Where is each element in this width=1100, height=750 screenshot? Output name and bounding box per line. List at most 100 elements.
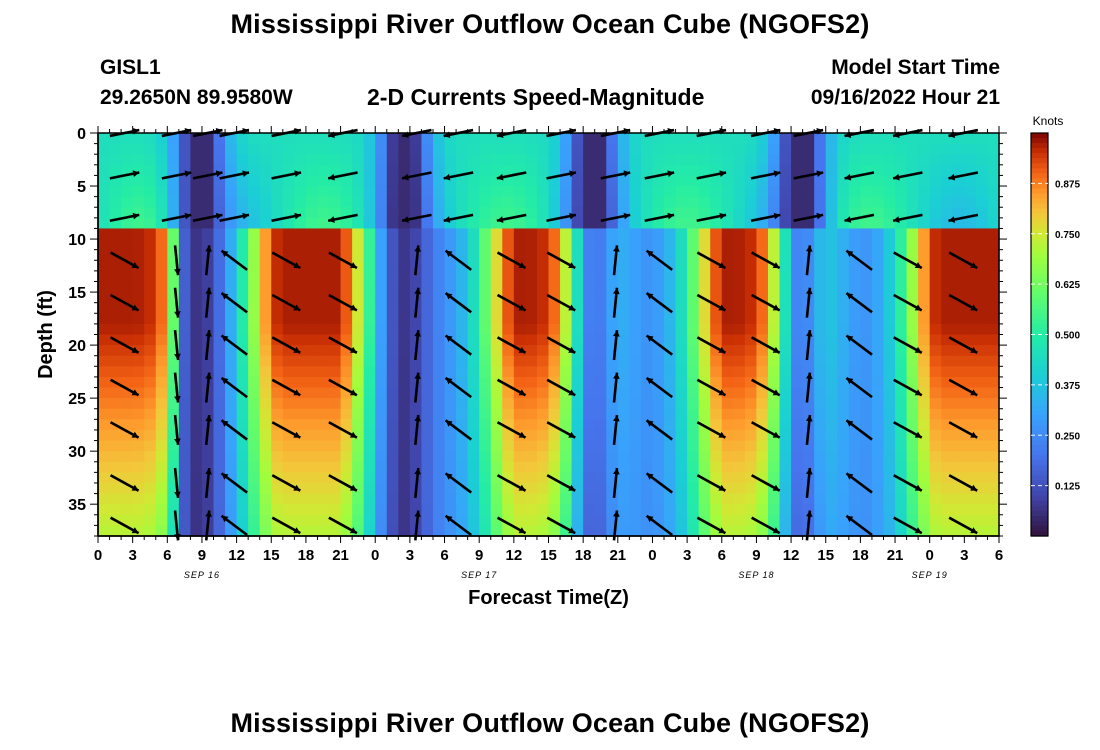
heatmap-cell <box>305 493 319 505</box>
heatmap-cell <box>375 504 388 516</box>
heatmap-cell <box>583 260 596 272</box>
heatmap-cell <box>941 398 954 410</box>
heatmap-cell <box>814 239 827 251</box>
heatmap-cell <box>964 313 977 325</box>
heatmap-cell <box>848 408 861 420</box>
heatmap-cell <box>363 164 376 177</box>
heatmap-cell <box>975 366 989 378</box>
x-tick-label: 3 <box>128 547 136 564</box>
heatmap-cell <box>871 366 885 378</box>
heatmap-cell <box>144 196 157 208</box>
heatmap-cell <box>294 292 307 304</box>
heatmap-cell <box>329 482 342 495</box>
current-vector <box>173 287 181 318</box>
heatmap-cell <box>767 493 781 505</box>
heatmap-cell <box>756 482 769 495</box>
heatmap-cell <box>536 260 550 272</box>
heatmap-cell <box>721 143 734 155</box>
heatmap-cell <box>652 249 665 261</box>
heatmap-cell <box>640 323 654 336</box>
colorbar-swatch <box>1031 480 1048 487</box>
heatmap-cell <box>363 514 376 526</box>
heatmap-cell <box>987 196 1000 208</box>
heatmap-cell <box>571 440 584 452</box>
heatmap-cell <box>329 387 342 399</box>
heatmap-cell <box>848 525 861 537</box>
heatmap-cell <box>375 334 388 346</box>
heatmap-cell <box>814 217 827 230</box>
heatmap-cell <box>190 228 203 240</box>
heatmap-cell <box>259 525 272 537</box>
heatmap-cell <box>248 186 261 198</box>
heatmap-cell <box>479 217 492 230</box>
heatmap-cell <box>744 228 758 240</box>
heatmap-cell <box>444 133 457 145</box>
heatmap-cell <box>571 355 584 367</box>
heatmap-cell <box>121 514 134 526</box>
heatmap-cell <box>317 334 330 346</box>
heatmap-cell <box>479 440 492 452</box>
heatmap-cell <box>271 366 284 378</box>
heatmap-cell <box>687 451 700 463</box>
heatmap-cell <box>594 281 607 293</box>
current-vector <box>750 212 781 223</box>
heatmap-cell <box>733 196 746 208</box>
heatmap-cell <box>525 376 538 389</box>
heatmap-cell <box>964 461 977 473</box>
heatmap-cell <box>675 249 688 261</box>
heatmap-cell <box>294 186 307 198</box>
heatmap-cell <box>155 525 168 537</box>
current-vector <box>805 245 813 276</box>
heatmap-cell <box>432 408 446 420</box>
heatmap-cell <box>352 419 365 431</box>
heatmap-cell <box>698 143 711 155</box>
heatmap-cell <box>664 482 677 495</box>
heatmap-cell <box>444 164 457 177</box>
heatmap-cell <box>282 270 295 283</box>
heatmap-cell <box>375 175 388 187</box>
heatmap-cell <box>398 345 411 357</box>
heatmap-cell <box>664 228 677 240</box>
heatmap-cell <box>848 196 861 208</box>
heatmap-cell <box>259 451 272 463</box>
heatmap-cell <box>941 239 954 251</box>
heatmap-cell <box>502 186 515 198</box>
heatmap-cell <box>513 334 526 346</box>
heatmap-cell <box>733 281 746 293</box>
heatmap-cell <box>525 217 538 230</box>
heatmap-cell <box>791 143 804 155</box>
heatmap-cell <box>687 217 700 230</box>
heatmap-cell <box>352 164 365 177</box>
heatmap-cell <box>767 323 781 336</box>
repeated-chart-title: Mississippi River Outflow Ocean Cube (NG… <box>230 708 870 738</box>
heatmap-cell <box>883 217 896 230</box>
heatmap-cell <box>398 408 411 420</box>
current-vector <box>546 421 576 439</box>
heatmap-cell <box>282 154 295 166</box>
heatmap-cell <box>548 429 561 442</box>
heatmap-cell <box>386 260 399 272</box>
heatmap-cell <box>305 239 319 251</box>
heatmap-cell <box>352 186 365 198</box>
heatmap-cell <box>687 228 700 240</box>
colorbar-label: Knots <box>1033 114 1064 128</box>
heatmap-cell <box>98 143 111 155</box>
heatmap-cell <box>409 313 423 325</box>
heatmap-cell <box>860 217 873 230</box>
current-vector <box>893 421 923 439</box>
heatmap-cell <box>144 260 157 272</box>
heatmap-cell <box>975 228 989 240</box>
heatmap-cell <box>617 175 630 187</box>
heatmap-cell <box>282 398 295 410</box>
heatmap-cell <box>386 472 399 484</box>
heatmap-cell <box>652 355 665 367</box>
heatmap-cell <box>756 270 769 283</box>
heatmap-cell <box>767 281 781 293</box>
heatmap-cell <box>432 366 446 378</box>
heatmap-cell <box>236 217 249 230</box>
heatmap-cell <box>109 270 122 283</box>
heatmap-cell <box>675 143 688 155</box>
heatmap-cell <box>155 440 168 452</box>
heatmap-cell <box>525 408 538 420</box>
heatmap-cell <box>837 408 850 420</box>
